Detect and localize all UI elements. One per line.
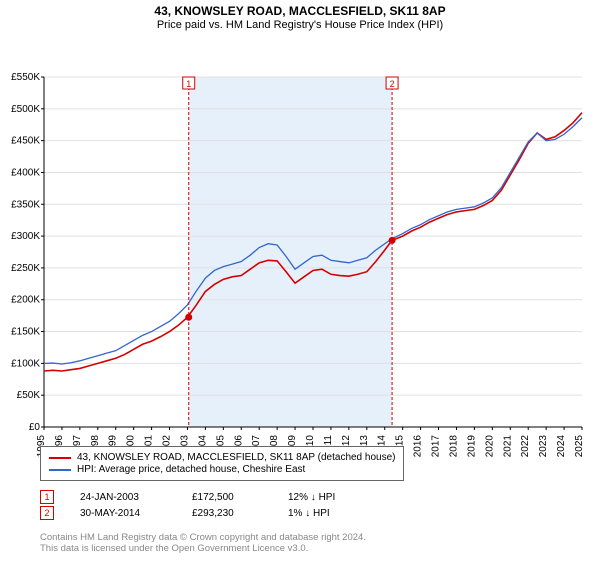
svg-text:£450K: £450K: [11, 136, 40, 147]
footnote-line2: This data is licensed under the Open Gov…: [40, 543, 366, 554]
svg-text:2019: 2019: [466, 435, 477, 458]
svg-text:£300K: £300K: [11, 231, 40, 242]
svg-text:£150K: £150K: [11, 327, 40, 338]
svg-text:2025: 2025: [574, 435, 585, 458]
legend-swatch: [49, 469, 71, 471]
transaction-delta: 12% ↓ HPI: [288, 492, 335, 503]
transaction-delta: 1% ↓ HPI: [288, 508, 330, 519]
price-chart: £0 £50K £100K £150K £200K £250K £300K £350K £400…: [0, 31, 600, 471]
svg-text:2017: 2017: [431, 435, 442, 458]
legend-row: HPI: Average price, detached house, Ches…: [49, 464, 395, 475]
svg-text:£350K: £350K: [11, 199, 40, 210]
svg-text:2024: 2024: [556, 435, 567, 458]
transaction-price: £293,230: [192, 508, 262, 519]
transaction-price: £172,500: [192, 492, 262, 503]
transaction-marker: 2: [40, 506, 54, 520]
transaction-marker: 1: [40, 490, 54, 504]
transaction-date: 24-JAN-2003: [80, 492, 166, 503]
svg-text:2020: 2020: [484, 435, 495, 458]
svg-text:£550K: £550K: [11, 72, 40, 83]
transaction-date: 30-MAY-2014: [80, 508, 166, 519]
footnote-line1: Contains HM Land Registry data © Crown c…: [40, 532, 366, 543]
svg-text:£50K: £50K: [17, 390, 41, 401]
svg-text:£250K: £250K: [11, 263, 40, 274]
transaction-table: 1 24-JAN-2003 £172,500 12% ↓ HPI 2 30-MAY-201…: [40, 488, 335, 522]
svg-text:2018: 2018: [448, 435, 459, 458]
chart-title: 43, KNOWSLEY ROAD, MACCLESFIELD, SK11 8A…: [0, 4, 600, 18]
svg-text:2023: 2023: [538, 435, 549, 458]
svg-text:£200K: £200K: [11, 295, 40, 306]
svg-text:2021: 2021: [502, 435, 513, 458]
footnote: Contains HM Land Registry data © Crown c…: [40, 532, 366, 554]
transaction-row: 1 24-JAN-2003 £172,500 12% ↓ HPI: [40, 490, 335, 504]
svg-text:2016: 2016: [413, 435, 424, 458]
svg-text:1: 1: [186, 79, 191, 89]
legend-label: HPI: Average price, detached house, Ches…: [77, 464, 305, 475]
chart-subtitle: Price paid vs. HM Land Registry's House …: [0, 19, 600, 31]
legend-label: 43, KNOWSLEY ROAD, MACCLESFIELD, SK11 8A…: [77, 452, 395, 463]
transaction-row: 2 30-MAY-2014 £293,230 1% ↓ HPI: [40, 506, 335, 520]
svg-text:2: 2: [390, 79, 395, 89]
svg-text:2022: 2022: [520, 435, 531, 458]
chart-legend: 43, KNOWSLEY ROAD, MACCLESFIELD, SK11 8A…: [40, 446, 404, 481]
legend-row: 43, KNOWSLEY ROAD, MACCLESFIELD, SK11 8A…: [49, 452, 395, 463]
svg-text:£100K: £100K: [11, 358, 40, 369]
svg-text:£500K: £500K: [11, 104, 40, 115]
svg-text:£400K: £400K: [11, 167, 40, 178]
svg-text:£0: £0: [29, 422, 41, 433]
legend-swatch: [49, 457, 71, 459]
